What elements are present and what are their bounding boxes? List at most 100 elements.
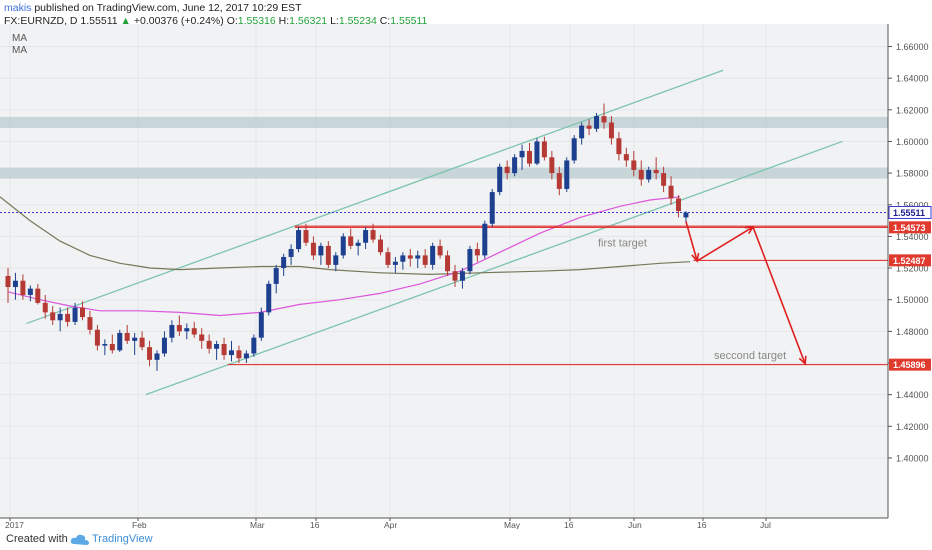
candle-body (668, 185, 674, 199)
time-axis[interactable]: 2017 Feb Mar 16 Apr May 16 Jun 16 Jul (0, 517, 888, 529)
candle-body (653, 169, 659, 174)
candle-body (482, 223, 488, 256)
candle-body (661, 173, 667, 186)
candle-body (147, 347, 153, 360)
candle-body (288, 249, 294, 257)
candle-body (385, 252, 391, 265)
published-text: published on TradingView.com, June 12, 2… (34, 2, 302, 14)
candle-body (355, 242, 361, 246)
candle-body (392, 261, 398, 265)
candle-body (169, 325, 175, 338)
candle-body (579, 125, 585, 139)
candle-body (415, 255, 421, 259)
candle-body (251, 337, 257, 354)
candle-body (646, 169, 652, 180)
chart-grid (0, 24, 888, 518)
candle-body (176, 325, 182, 332)
annotations: first target seccond target (598, 238, 786, 362)
candle-body (236, 350, 242, 359)
trend-channel (26, 69, 843, 396)
candle-body (80, 307, 85, 318)
candle-body (541, 141, 547, 158)
price-chart[interactable]: first target seccond target 1.66000 1.6400… (0, 0, 932, 529)
time-tick-label: May (504, 520, 521, 529)
price-tick-label: 1.48000 (896, 327, 929, 337)
price-tags: 1.55511 1.54573 1.52487 1.45896 (888, 205, 932, 371)
chart-plot-background (0, 24, 888, 518)
footer-brand[interactable]: TradingView (92, 533, 153, 545)
candle-body (437, 245, 443, 256)
candle-body (370, 230, 376, 240)
candle-body (206, 340, 212, 349)
candle-body (258, 312, 264, 338)
candle-body (124, 332, 130, 341)
candle-body (132, 337, 138, 341)
candle-body (229, 350, 234, 356)
footer-bar: Created with TradingView (0, 529, 932, 550)
price-tick-label: 1.50000 (896, 295, 929, 305)
candle-body (318, 245, 324, 256)
footer-created-with: Created with (6, 533, 68, 545)
close-value: 1.55511 (390, 15, 428, 27)
price-axis[interactable]: 1.66000 1.64000 1.62000 1.60000 1.58000 1.560… (887, 24, 932, 518)
candle-body (556, 173, 562, 189)
candle-body (102, 344, 108, 346)
candle-body (325, 245, 331, 265)
time-tick-label: Jun (628, 520, 642, 529)
candle-body (549, 157, 555, 174)
time-tick-label: 16 (310, 520, 320, 529)
symbol-label[interactable]: FX:EURNZD, D (4, 15, 78, 27)
candle-body (512, 157, 518, 174)
candle-body (623, 154, 629, 161)
channel-line (26, 69, 724, 325)
candle-body (191, 328, 197, 335)
candle-body (20, 280, 26, 295)
open-value: 1.55316 (237, 15, 276, 27)
price-tick-label: 1.52000 (896, 264, 929, 274)
author-link[interactable]: makis (4, 2, 32, 14)
candle-body (281, 256, 287, 269)
arrow-segment (752, 226, 806, 365)
candlesticks (5, 103, 689, 371)
candle-body (348, 236, 354, 246)
moving-averages (0, 196, 691, 317)
candle-body (184, 328, 190, 332)
indicator-label-ma-2[interactable]: MA (12, 45, 27, 56)
price-tag-label: 1.45896 (893, 360, 926, 370)
price-tick-label: 1.58000 (896, 169, 929, 179)
candle-body (109, 344, 115, 351)
price-tick-label: 1.60000 (896, 137, 929, 147)
price-tag-box (889, 254, 931, 267)
open-label: O: (226, 15, 238, 27)
price-tag-label: 1.54573 (893, 223, 926, 233)
candle-body (452, 271, 458, 281)
time-axis-bg (0, 518, 888, 529)
price-change: +0.00376 (+0.24%) (133, 15, 224, 27)
time-tick-label: Jul (760, 520, 771, 529)
price-tag-box (889, 358, 931, 371)
candle-body (12, 280, 18, 288)
price-tick-label: 1.44000 (896, 390, 929, 400)
ma-slow-line (0, 196, 691, 276)
indicator-label-ma-1[interactable]: MA (12, 33, 27, 44)
candle-body (586, 125, 592, 129)
symbol-info: FX:EURNZD, D 1.55511 ▲ +0.00376 (+0.24%)… (4, 15, 427, 27)
change-arrow-icon: ▲ (120, 15, 131, 27)
last-price: 1.55511 (80, 15, 118, 27)
resistance-zone (0, 167, 888, 179)
first-target-label: first target (598, 238, 647, 250)
channel-line (145, 140, 843, 396)
candle-body (139, 337, 145, 348)
candle-body (50, 312, 56, 321)
price-tick-label: 1.66000 (896, 42, 929, 52)
high-value: 1.56321 (289, 15, 328, 27)
time-tick-label: Apr (384, 520, 397, 529)
candle-body (445, 255, 451, 272)
arrow-segment (685, 221, 698, 262)
candle-body (266, 283, 272, 313)
high-label: H: (278, 15, 290, 27)
candle-body (161, 337, 167, 354)
time-tick-label: 16 (697, 520, 707, 529)
candle-body (608, 122, 614, 139)
resistance-zone (0, 116, 888, 128)
